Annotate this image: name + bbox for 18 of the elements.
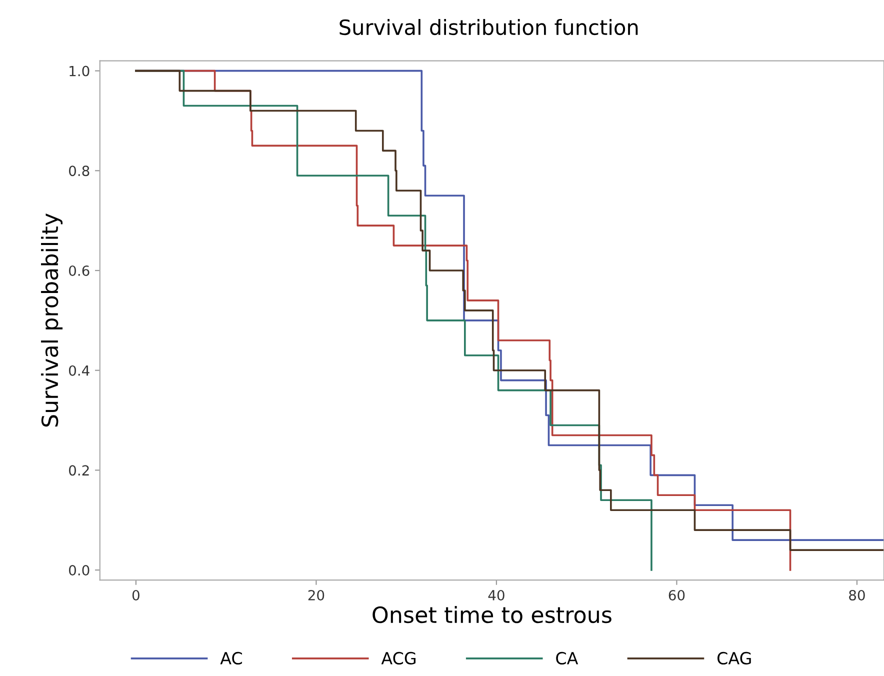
y-tick-label: 1.0 <box>70 66 90 76</box>
chart-title: Survival distribution function <box>340 18 638 36</box>
y-tick-label: 0.8 <box>69 166 90 176</box>
y-tick-label: 0.6 <box>69 265 90 276</box>
x-tick-label: 40 <box>488 590 504 600</box>
y-axis-title: Survival probability <box>41 213 63 427</box>
y-tick-label: 0.0 <box>69 564 90 576</box>
x-tick-label: 0 <box>132 590 140 600</box>
x-tick-label: 20 <box>308 590 324 600</box>
x-tick-label: 80 <box>849 590 865 600</box>
y-tick-label: 0.4 <box>69 365 90 376</box>
legend-label: CAG <box>717 652 751 665</box>
legend-label: AC <box>220 652 242 665</box>
y-tick-label: 0.2 <box>69 465 89 476</box>
legend-label: CA <box>556 652 578 665</box>
x-tick-label: 60 <box>668 590 685 600</box>
legend-label: ACG <box>381 652 416 665</box>
x-axis-title: Onset time to estrous <box>372 606 612 624</box>
